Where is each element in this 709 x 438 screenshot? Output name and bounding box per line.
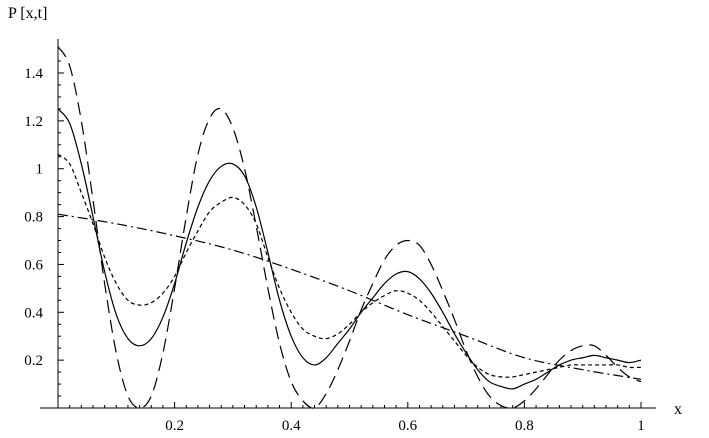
x-tick-label: 0.2	[165, 418, 184, 434]
series-line-solid	[57, 108, 642, 390]
y-tick-label: 0.4	[24, 305, 43, 321]
series-line-dash-dot	[57, 213, 642, 380]
y-tick-label: 0.6	[24, 257, 43, 273]
series-layer	[57, 46, 642, 409]
y-tick-label: 1.2	[24, 114, 43, 130]
y-tick-label: 1	[36, 162, 44, 178]
y-tick-label: 1.4	[24, 66, 43, 82]
x-tick-label: 0.6	[398, 418, 417, 434]
x-tick-label: 1	[637, 418, 645, 434]
y-tick-label: 0.8	[24, 210, 43, 226]
tick-layer: 0.2 0.4 0.6 0.8 1 0.2 0.4 0.6 0.8 1 1.2 1.4	[24, 60, 645, 434]
x-tick-label: 0.8	[515, 418, 534, 434]
y-axis-title: P [x,t]	[8, 5, 47, 22]
series-line-long-dash	[57, 46, 642, 409]
x-tick-label: 0.4	[282, 418, 301, 434]
x-axis-title: x	[674, 401, 682, 418]
y-tick-label: 0.2	[24, 353, 43, 369]
